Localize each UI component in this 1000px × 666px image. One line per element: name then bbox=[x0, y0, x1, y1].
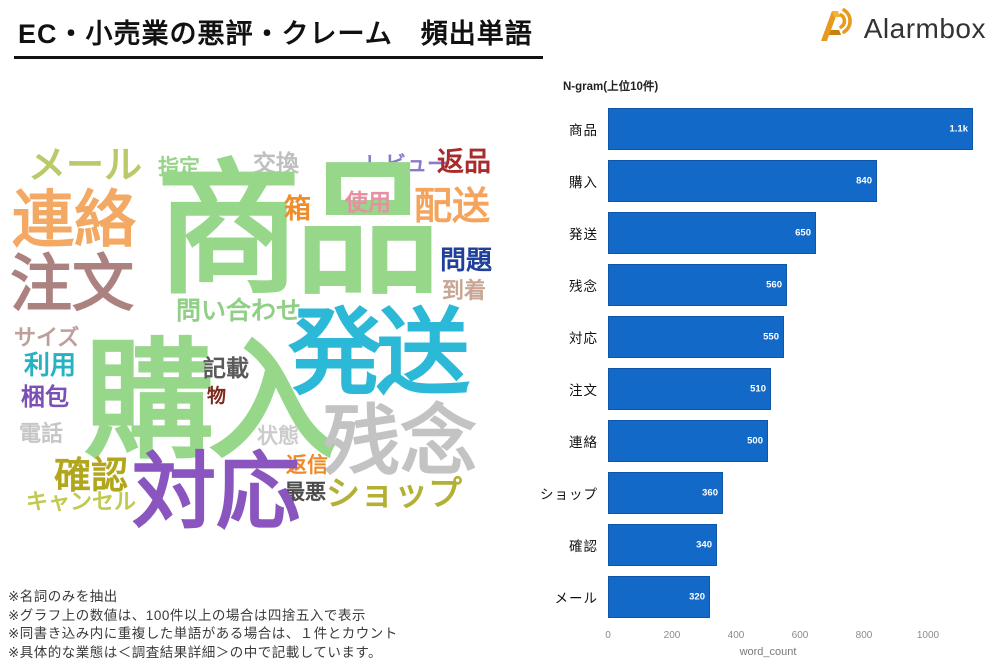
bar: 340 bbox=[608, 524, 717, 566]
bar: 1.1k bbox=[608, 108, 973, 150]
bar-row: 確認 340 bbox=[536, 519, 986, 571]
x-axis-tick: 200 bbox=[663, 630, 681, 641]
bar-row: 残念 560 bbox=[536, 259, 986, 311]
word-cloud-word: 配送 bbox=[414, 186, 491, 228]
bar: 510 bbox=[608, 368, 771, 410]
bar: 550 bbox=[608, 316, 784, 358]
bar-value-label: 500 bbox=[747, 435, 763, 447]
bar-row: 商品 1.1k bbox=[536, 103, 986, 155]
category-label: メール bbox=[554, 591, 598, 606]
bar-row: 対応 550 bbox=[536, 311, 986, 363]
bar: 840 bbox=[608, 160, 877, 202]
word-cloud-word: ショップ bbox=[326, 475, 462, 513]
chart-title: N-gram(上位10件) bbox=[563, 81, 659, 93]
alarmbox-logo-text: Alarmbox bbox=[863, 12, 986, 44]
word-cloud-word: 残念 bbox=[323, 399, 477, 485]
bar-value-label: 1.1k bbox=[949, 123, 969, 135]
word-cloud-word: 状態 bbox=[257, 425, 299, 448]
word-cloud-word: 注文 bbox=[10, 250, 135, 319]
bar-row: 注文 510 bbox=[536, 363, 986, 415]
word-cloud-word: 交換 bbox=[253, 150, 299, 176]
word-cloud-word: 物 bbox=[207, 386, 227, 407]
word-cloud-word: 電話 bbox=[19, 421, 64, 446]
bar-value-label: 560 bbox=[766, 279, 782, 291]
footnote-line: ※同書き込み内に重複した単語がある場合は、１件とカウント bbox=[8, 626, 398, 641]
word-cloud-word: 返品 bbox=[437, 147, 491, 177]
word-cloud-word: レビュー bbox=[364, 153, 448, 176]
category-label: 確認 bbox=[569, 539, 598, 554]
footnote-line: ※名詞のみを抽出 bbox=[8, 589, 118, 604]
x-axis-tick: 0 bbox=[605, 630, 611, 641]
category-label: 購入 bbox=[569, 175, 598, 190]
bar-value-label: 360 bbox=[702, 487, 718, 499]
x-axis-label: word_count bbox=[739, 646, 797, 658]
x-axis-tick: 1000 bbox=[916, 630, 940, 641]
word-cloud-word: 対応 bbox=[132, 445, 301, 539]
bar: 360 bbox=[608, 472, 723, 514]
bar: 650 bbox=[608, 212, 816, 254]
bar-value-label: 650 bbox=[795, 227, 811, 239]
bar-value-label: 510 bbox=[750, 383, 766, 395]
x-axis: 0 200 400 600 800 1000 bbox=[605, 630, 978, 644]
bar-value-label: 320 bbox=[689, 591, 705, 603]
footnotes: ※名詞のみを抽出 ※グラフ上の数値は、100件以上の場合は四捨五入で表示 ※同書き込… bbox=[8, 588, 398, 662]
category-label: 注文 bbox=[569, 383, 598, 398]
x-axis-tick: 600 bbox=[791, 630, 809, 641]
word-cloud-word: 返信 bbox=[286, 454, 328, 477]
bar-row: 連絡 500 bbox=[536, 415, 986, 467]
alarmbox-sound-wave-icon bbox=[817, 6, 857, 51]
category-label: 対応 bbox=[569, 331, 598, 346]
alarmbox-logo: Alarmbox bbox=[817, 6, 986, 51]
page-title: EC・小売業の悪評・クレーム 頻出単語 bbox=[14, 12, 543, 59]
x-axis-tick: 800 bbox=[855, 630, 873, 641]
category-label: 残念 bbox=[569, 279, 598, 294]
category-label: 商品 bbox=[569, 123, 598, 138]
word-cloud-word: 梱包 bbox=[21, 384, 69, 411]
bar-row: 購入 840 bbox=[536, 155, 986, 207]
bar: 320 bbox=[608, 576, 710, 618]
word-cloud-word: 問題 bbox=[440, 245, 493, 275]
word-cloud-word: 発送 bbox=[288, 300, 470, 405]
footnote-line: ※具体的な業態は＜調査結果詳細＞の中で記載しています。 bbox=[8, 644, 383, 660]
bar-value-label: 340 bbox=[696, 539, 712, 551]
word-cloud-word: 到着 bbox=[442, 278, 487, 303]
word-cloud-word: 使用 bbox=[345, 189, 391, 215]
word-cloud-word: キャンセル bbox=[26, 489, 137, 514]
word-cloud-word: 確認 bbox=[54, 455, 128, 496]
bar-row: メール 320 bbox=[536, 571, 986, 623]
word-cloud-word: 問い合わせ bbox=[176, 297, 302, 325]
category-label: ショップ bbox=[540, 487, 598, 502]
bar-row: ショップ 360 bbox=[536, 467, 986, 519]
word-cloud-word: 利用 bbox=[24, 350, 77, 380]
bar-value-label: 550 bbox=[763, 331, 779, 343]
bar-value-label: 840 bbox=[856, 175, 872, 187]
word-cloud-word: サイズ bbox=[14, 325, 80, 350]
bar-row: 発送 650 bbox=[536, 207, 986, 259]
category-label: 発送 bbox=[569, 227, 598, 242]
word-cloud-word: 最悪 bbox=[284, 481, 326, 504]
word-cloud-word: 連絡 bbox=[12, 186, 137, 255]
category-label: 連絡 bbox=[569, 435, 598, 450]
bar: 560 bbox=[608, 264, 787, 306]
word-cloud-word: 商品 bbox=[156, 149, 440, 311]
x-axis-tick: 400 bbox=[727, 630, 745, 641]
word-cloud-word: 記載 bbox=[203, 355, 249, 381]
ngram-bar-chart: 商品 1.1k 購入 840 発送 650 残念 560 対応 550 注文 510 連絡 500 ショップ… bbox=[536, 103, 986, 623]
word-cloud-word: メール bbox=[28, 145, 143, 187]
word-cloud-word: 指定 bbox=[158, 156, 200, 179]
bar: 500 bbox=[608, 420, 768, 462]
word-cloud-word: 箱 bbox=[284, 194, 311, 224]
footnote-line: ※グラフ上の数値は、100件以上の場合は四捨五入で表示 bbox=[8, 607, 366, 623]
word-cloud-word: 購入 bbox=[84, 328, 338, 474]
word-cloud: メール 指定 交換 レビュー 返品連絡 商品箱 使用 配送注文 問題到着問い合わせサイズ 購入 発送… bbox=[0, 0, 520, 580]
